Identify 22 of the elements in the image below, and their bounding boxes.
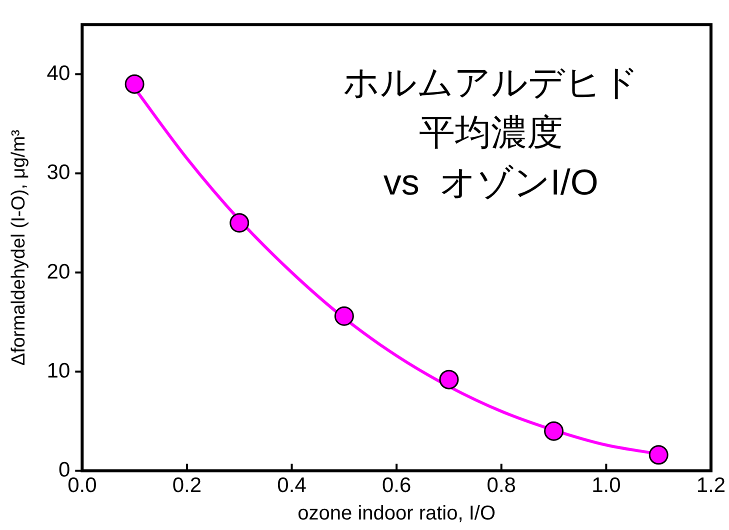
y-tick-label: 10 [46,359,70,382]
point [439,370,459,390]
point [230,213,250,233]
point [124,74,144,94]
y-tick-label: 30 [46,161,70,184]
x-tick-label: 0.2 [172,474,202,498]
x-tick-label: 0.4 [277,474,307,498]
y-axis-title: Δformaldehydel (I-O), μg/m³ [8,130,30,366]
x-tick-label: 0.0 [68,474,97,498]
annotation: 平均濃度 [418,112,563,153]
point [334,306,354,326]
x-tick-label: 0.6 [382,474,412,498]
x-axis-title: ozone indoor ratio, I/O [298,502,496,525]
x-tick-label: 1.2 [696,474,726,498]
y-tick-label: 40 [46,62,70,85]
point [544,421,564,441]
annotation: vs オゾンI/O [383,162,598,203]
point [648,445,668,465]
x-tick-label: 1.0 [592,474,621,498]
x-tick-label: 0.8 [486,474,516,498]
y-tick-label: 20 [46,260,70,284]
annotation: ホルムアルデヒド [342,62,639,103]
